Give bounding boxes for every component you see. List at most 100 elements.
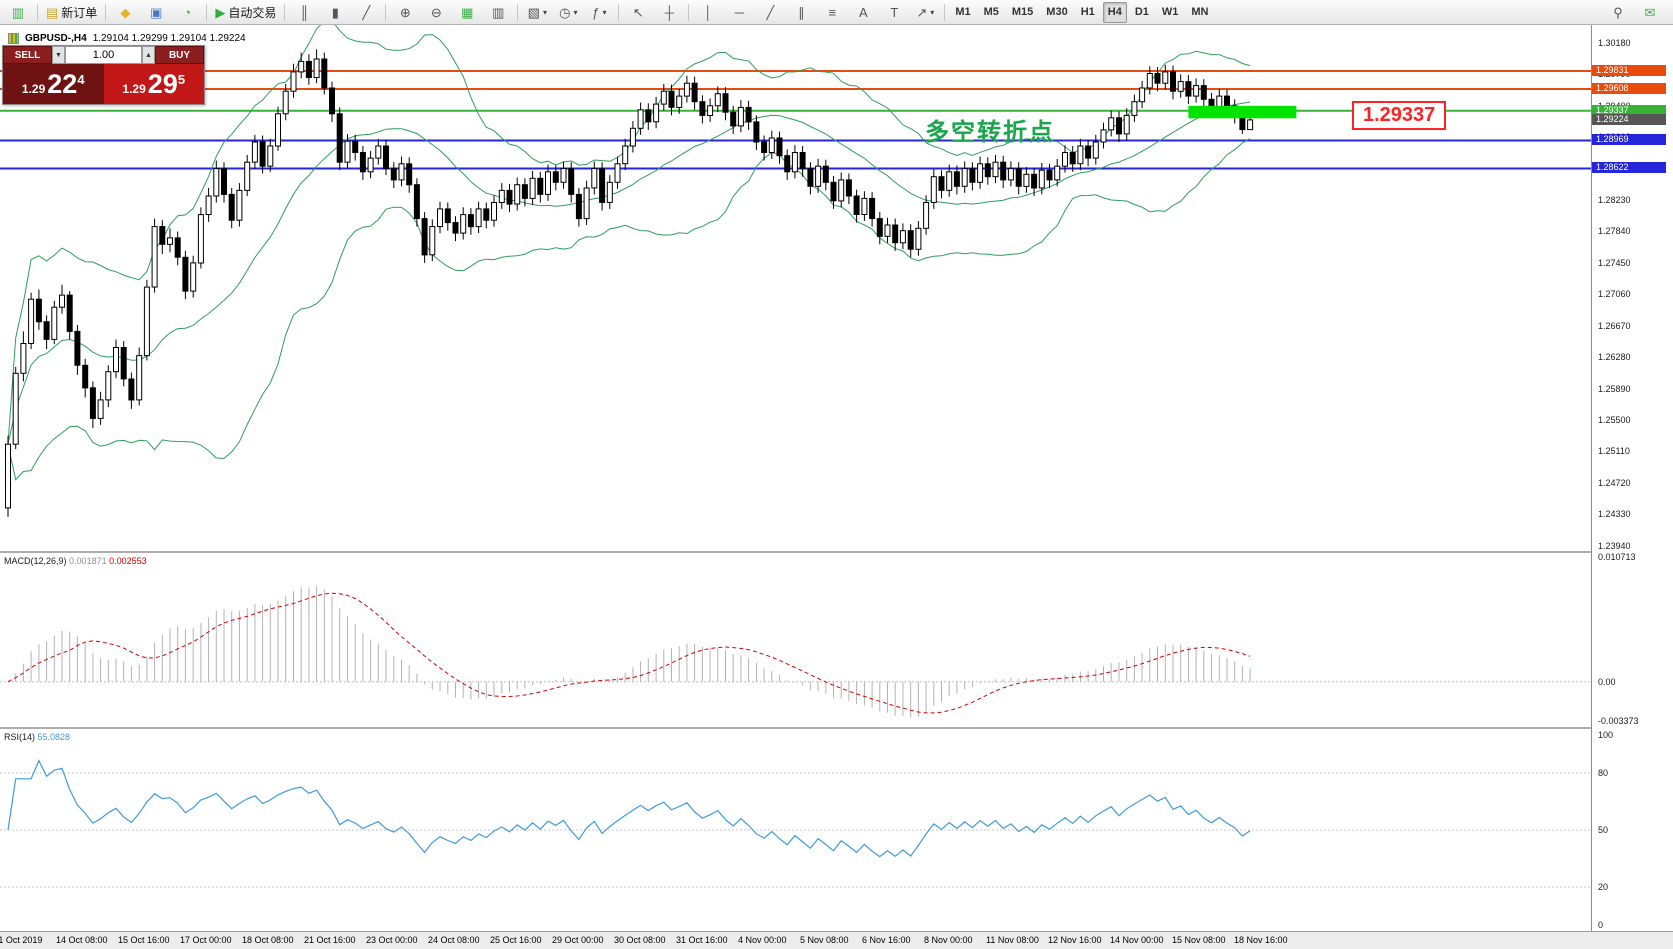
price-axis-label: 1.30180 bbox=[1598, 38, 1631, 48]
macd-pane[interactable] bbox=[0, 553, 1673, 727]
time-axis-label: 31 Oct 16:00 bbox=[676, 935, 728, 945]
candle-body bbox=[714, 93, 721, 107]
chart-annotation-text[interactable]: 多空转折点 bbox=[925, 119, 1055, 146]
vertical-line-button[interactable]: │ bbox=[693, 1, 723, 24]
candle-body bbox=[614, 163, 621, 183]
macd-signal-line bbox=[7, 592, 1251, 714]
chart-canvas[interactable] bbox=[0, 25, 1673, 551]
candle-body bbox=[89, 387, 96, 419]
volume-increase-button[interactable]: ▲ bbox=[142, 46, 155, 64]
timeframe-d1-button[interactable]: D1 bbox=[1134, 6, 1149, 18]
volume-decrease-button[interactable]: ▼ bbox=[52, 46, 65, 64]
highlight-rect[interactable] bbox=[1188, 105, 1297, 119]
rsi-name: RSI(14) bbox=[4, 732, 36, 742]
candlestick-chart-button[interactable]: ▮ bbox=[320, 1, 350, 24]
candle-body bbox=[483, 208, 490, 221]
metaeditor-button[interactable]: ◆ bbox=[110, 1, 140, 24]
candle-body bbox=[791, 152, 798, 173]
sell-button[interactable]: SELL bbox=[3, 46, 52, 64]
candle-body bbox=[105, 371, 112, 401]
timeframe-m30-button[interactable]: M30 bbox=[1046, 6, 1068, 18]
autotrading-icon: ▶ bbox=[215, 4, 226, 20]
zoom-out-button[interactable]: ⊖ bbox=[421, 1, 451, 24]
macd-value-signal: 0.002553 bbox=[109, 556, 147, 566]
candle-body bbox=[1123, 114, 1130, 135]
candle-body bbox=[275, 113, 281, 147]
price-axis-label: 1.27060 bbox=[1598, 289, 1631, 299]
candle-body bbox=[683, 82, 690, 97]
search-button[interactable]: ⚲ bbox=[1603, 1, 1633, 24]
bar-chart-button[interactable]: ║ bbox=[289, 1, 319, 24]
candle-body bbox=[128, 378, 135, 401]
fibonacci-button[interactable]: ≡ bbox=[817, 1, 847, 24]
timeframe-w1-button[interactable]: W1 bbox=[1161, 6, 1179, 18]
timeframe-h4-button[interactable]: H4 bbox=[1102, 1, 1127, 23]
price-axis-label: 1.23940 bbox=[1598, 541, 1631, 551]
price-axis-label: 1.25500 bbox=[1598, 415, 1631, 425]
price-axis-label: 1.24720 bbox=[1598, 478, 1631, 488]
buy-button[interactable]: BUY bbox=[155, 46, 204, 64]
equidistant-channel-button[interactable]: ∥ bbox=[786, 1, 816, 24]
profiles-button[interactable]: ◷ ▾ bbox=[553, 1, 583, 24]
candle-body bbox=[622, 145, 629, 165]
time-axis-label: 14 Nov 00:00 bbox=[1110, 935, 1164, 945]
candle-body bbox=[1139, 87, 1146, 103]
candle-body bbox=[1031, 173, 1038, 189]
rsi-axis-label: 50 bbox=[1598, 825, 1609, 835]
candle-body bbox=[722, 93, 729, 113]
candle-body bbox=[892, 224, 899, 244]
sell-price[interactable]: 1.29 22 4 bbox=[3, 64, 104, 104]
tile-windows-button[interactable]: ▦ bbox=[452, 1, 482, 24]
strategy-tester-button[interactable]: ◔ bbox=[172, 1, 202, 24]
chat-button[interactable]: ✉ bbox=[1635, 1, 1665, 24]
crosshair-button[interactable]: ┼ bbox=[654, 1, 684, 24]
timeframe-m5-button[interactable]: M5 bbox=[983, 6, 999, 18]
time-axis-label: 6 Nov 16:00 bbox=[862, 935, 911, 945]
candle-body bbox=[953, 171, 960, 187]
arrows-button[interactable]: ↗ ▾ bbox=[910, 1, 940, 24]
trendline-button[interactable]: ╱ bbox=[755, 1, 785, 24]
candle-body bbox=[290, 71, 297, 92]
new-chart-icon: ▧ bbox=[527, 4, 540, 20]
terminal-button[interactable]: ▣ bbox=[141, 1, 171, 24]
candle-body bbox=[606, 181, 613, 203]
candle-body bbox=[838, 179, 845, 202]
time-axis-label: 18 Nov 16:00 bbox=[1234, 935, 1288, 945]
candle-body bbox=[545, 171, 551, 195]
pane-divider[interactable] bbox=[0, 551, 1673, 553]
candle-body bbox=[869, 197, 876, 219]
trade-panel-prices: 1.29 22 4 1.29 29 5 bbox=[3, 64, 204, 104]
candle-body bbox=[1062, 152, 1068, 167]
text-label-button[interactable]: T bbox=[879, 1, 909, 24]
time-axis-label: 11 Oct 2019 bbox=[0, 935, 43, 945]
fibonacci-icon: ≡ bbox=[828, 4, 837, 20]
equidistant-channel-icon: ∥ bbox=[798, 4, 805, 20]
profiles-icon: ◷ bbox=[559, 4, 571, 20]
indicators-list-button[interactable]: ƒ ▾ bbox=[584, 1, 614, 24]
timeframe-m15-button[interactable]: M15 bbox=[1011, 6, 1034, 18]
new-order-button[interactable]: ▤ 新订单 bbox=[42, 1, 101, 24]
price-callout[interactable]: 1.29337 bbox=[1352, 101, 1447, 130]
candle-body bbox=[776, 137, 783, 157]
auto-arrange-button[interactable]: ▥ bbox=[483, 1, 513, 24]
cursor-button[interactable]: ↖ bbox=[623, 1, 653, 24]
text-button[interactable]: A bbox=[848, 1, 878, 24]
zoom-in-button[interactable]: ⊕ bbox=[390, 1, 420, 24]
new-chart-button[interactable]: ▧ ▾ bbox=[522, 1, 552, 24]
time-axis[interactable]: 11 Oct 2019 14 Oct 08:00 15 Oct 16:00 17 Oc… bbox=[0, 931, 1673, 949]
buy-price[interactable]: 1.29 29 5 bbox=[103, 64, 204, 104]
candle-body bbox=[66, 294, 73, 332]
autotrading-button[interactable]: ▶ 自动交易 bbox=[211, 1, 280, 24]
candle-body bbox=[97, 399, 104, 419]
price-axis[interactable]: 1.301801.297901.294001.290101.286201.282… bbox=[1592, 25, 1673, 931]
timeframe-mn-button[interactable]: MN bbox=[1191, 6, 1209, 18]
line-chart-button[interactable]: ╱ bbox=[351, 1, 381, 24]
horizontal-line-button[interactable]: ─ bbox=[724, 1, 754, 24]
volume-input[interactable]: 1.00 bbox=[65, 46, 142, 64]
timeframe-h1-button[interactable]: H1 bbox=[1080, 6, 1095, 18]
timeframe-m1-button[interactable]: M1 bbox=[955, 6, 971, 18]
rsi-pane[interactable] bbox=[0, 729, 1673, 931]
candle-body bbox=[51, 306, 58, 340]
pane-divider[interactable] bbox=[0, 727, 1673, 729]
